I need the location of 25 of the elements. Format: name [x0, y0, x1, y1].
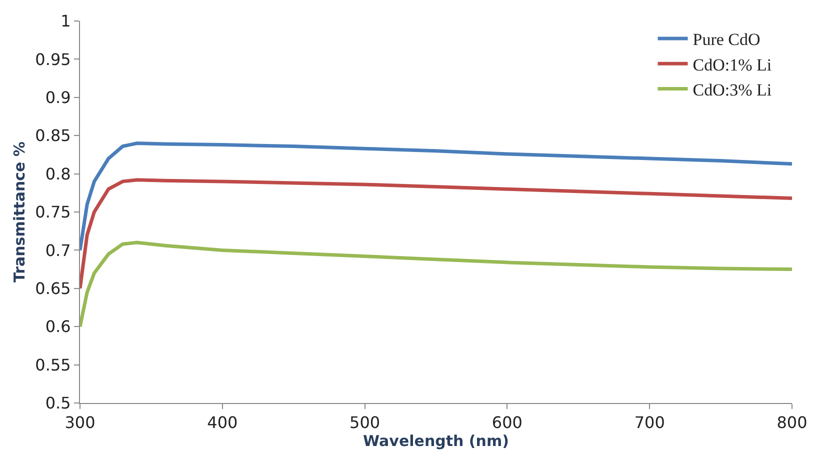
x-axis-title: Wavelength (nm): [363, 432, 509, 450]
x-tick-label: 700: [634, 413, 665, 432]
x-tick-label: 500: [350, 413, 380, 432]
y-tick-label: 1: [60, 12, 71, 31]
legend-label: Pure CdO: [692, 30, 760, 50]
y-tick-label: 0.5: [45, 394, 71, 413]
x-tick-label: 300: [64, 413, 96, 432]
y-tick-label: 0.85: [35, 126, 71, 146]
x-tick-label: 400: [207, 413, 238, 432]
y-tick-label: 0.6: [45, 317, 71, 336]
y-tick-label: 0.9: [45, 88, 71, 107]
legend-label: CdO:1% Li: [692, 55, 772, 74]
y-tick-label: 0.95: [35, 50, 71, 69]
y-tick-label: 0.55: [35, 355, 71, 374]
line-series: [80, 141, 792, 252]
x-tick-label: 800: [776, 413, 808, 432]
y-tick-label: 0.75: [35, 202, 71, 222]
y-tick-label: 0.65: [35, 279, 71, 298]
x-tick-label: 600: [492, 413, 522, 432]
legend-label: CdO:3% Li: [692, 80, 772, 100]
y-tick-label: 0.7: [45, 240, 71, 260]
line-series: [80, 178, 792, 290]
line-series: [80, 240, 792, 328]
y-axis-title: Transmittance %: [10, 142, 28, 282]
y-tick-label: 0.8: [45, 164, 71, 184]
